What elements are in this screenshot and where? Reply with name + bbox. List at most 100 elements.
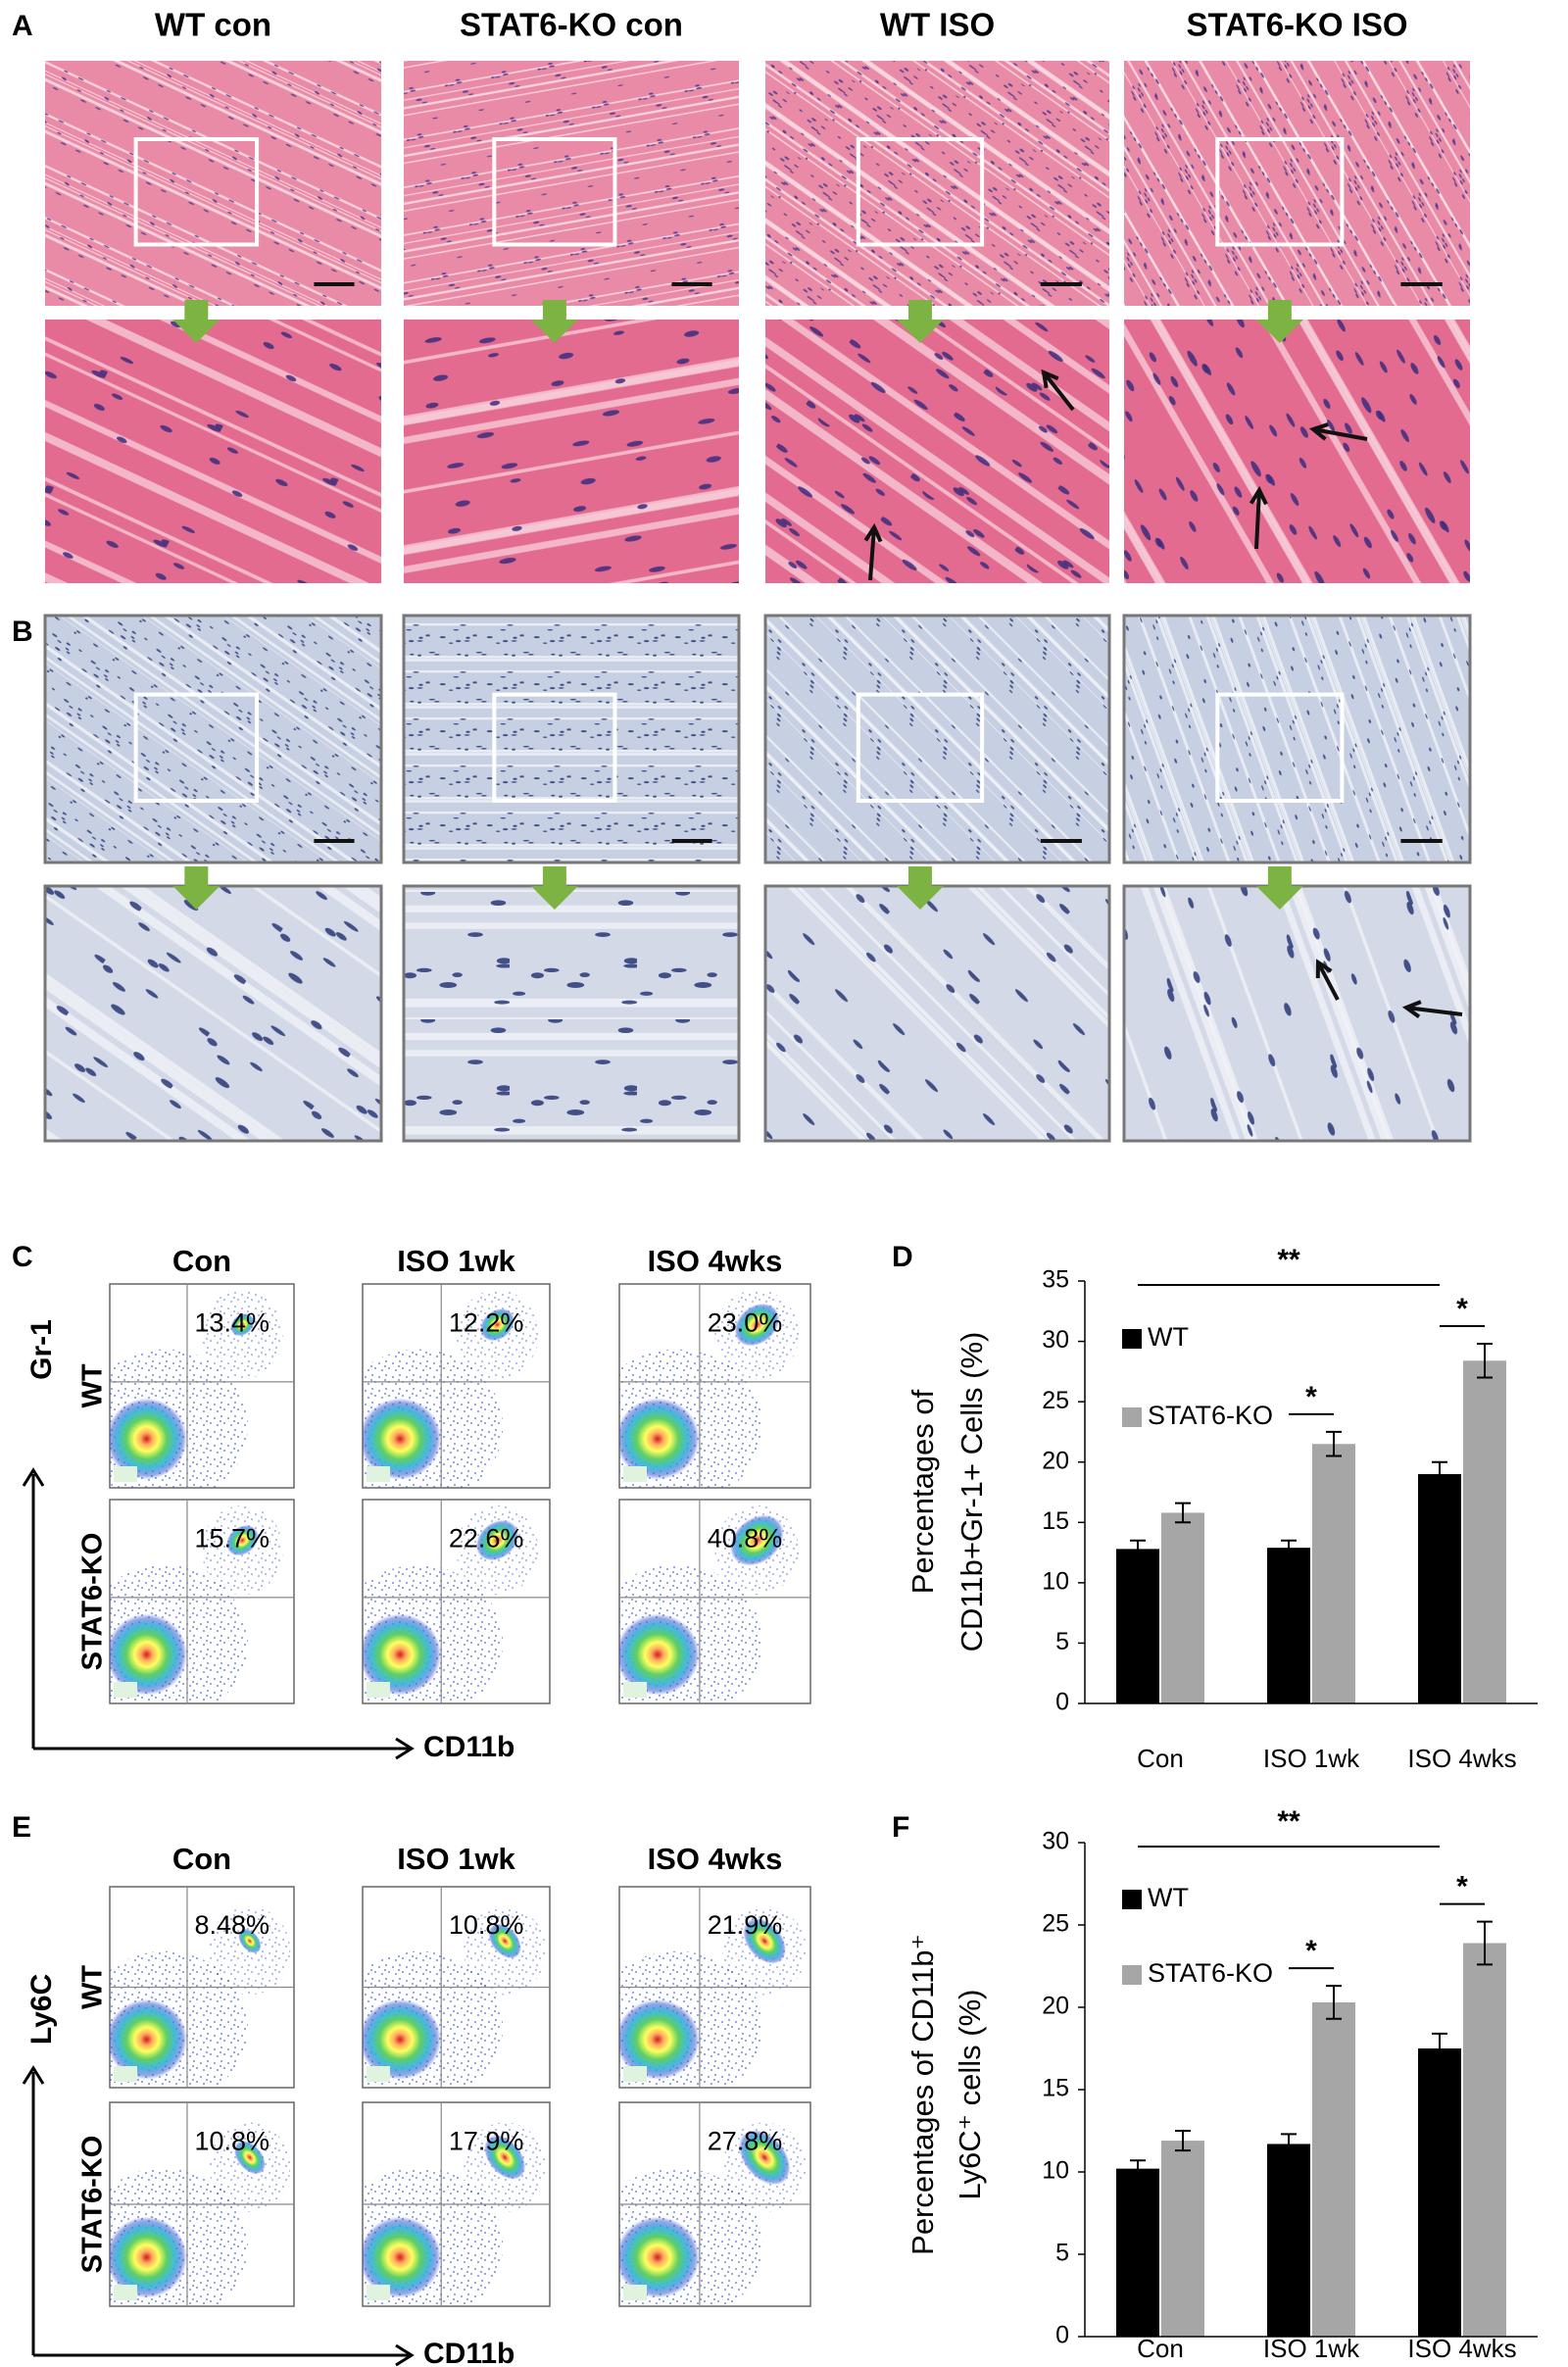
significance-mark: * bbox=[1305, 1935, 1317, 1967]
flow-column-header: Con bbox=[172, 1244, 231, 1278]
error-bar bbox=[1130, 1539, 1146, 1558]
pointer-arrow-head bbox=[1308, 422, 1329, 441]
significance-mark: * bbox=[1305, 1381, 1317, 1413]
panel-label: A bbox=[12, 10, 33, 42]
micrograph bbox=[45, 61, 381, 306]
bar bbox=[1267, 2144, 1310, 2337]
pointer-arrow bbox=[1254, 489, 1261, 550]
column-header: STAT6-KO ISO bbox=[1186, 7, 1407, 43]
micrograph-zoom bbox=[45, 320, 381, 583]
error-bar bbox=[1477, 1920, 1493, 1966]
flow-column-header: ISO 4wks bbox=[648, 1244, 783, 1278]
population-low bbox=[619, 1398, 700, 1480]
gate-tag bbox=[114, 1466, 137, 1482]
gate-tag bbox=[623, 1682, 647, 1698]
y-tick-label: 15 bbox=[1042, 1507, 1069, 1535]
gate-tag bbox=[367, 1682, 390, 1698]
pointer-arrow bbox=[1312, 427, 1368, 441]
x-tick-label: ISO 1wk bbox=[1263, 2334, 1360, 2363]
flow-density bbox=[363, 1504, 539, 1703]
green-arrow bbox=[896, 866, 944, 910]
gate-tag bbox=[114, 2285, 137, 2300]
population-low bbox=[110, 1613, 187, 1696]
population-low bbox=[619, 2216, 700, 2298]
flow-column-header: ISO 1wk bbox=[397, 1842, 515, 1876]
pointer-arrow-head bbox=[1249, 485, 1268, 506]
y-tick-label: 20 bbox=[1042, 1993, 1069, 2020]
zoom-box bbox=[1215, 137, 1345, 247]
axis-arrow-head bbox=[395, 2343, 415, 2367]
pointer-arrow bbox=[1405, 1006, 1463, 1016]
micrograph bbox=[765, 61, 1109, 306]
significance-mark: ** bbox=[1277, 1244, 1300, 1276]
population-high bbox=[226, 1524, 259, 1556]
x-tick-label: ISO 4wks bbox=[1407, 1744, 1516, 1773]
flow-percentage: 8.48% bbox=[194, 1910, 270, 1940]
pointer-arrow-head bbox=[1401, 1000, 1422, 1018]
x-marker: CD11b bbox=[423, 1731, 514, 1763]
micrograph-zoom bbox=[402, 884, 741, 1143]
population-high bbox=[238, 1928, 262, 1953]
x-tick-label: ISO 1wk bbox=[1263, 1744, 1360, 1773]
axis-arrow-head bbox=[22, 2065, 45, 2085]
y-tick-label: 5 bbox=[1055, 1628, 1069, 1655]
zoom-box bbox=[856, 137, 985, 247]
flow-density bbox=[363, 2122, 547, 2306]
y-tick-label: 25 bbox=[1042, 1387, 1069, 1414]
flow-density bbox=[619, 2122, 808, 2306]
pointer-arrow bbox=[1316, 962, 1340, 1001]
error-bar bbox=[1175, 2130, 1191, 2152]
y-tick-label: 0 bbox=[1055, 2322, 1069, 2349]
x-tick-label: Con bbox=[1137, 2334, 1184, 2363]
axis-arrow-head bbox=[22, 1467, 45, 1487]
micrograph-zoom bbox=[1124, 320, 1470, 583]
population-high bbox=[475, 1519, 519, 1561]
error-bar bbox=[1130, 2159, 1146, 2179]
bar bbox=[1463, 1360, 1506, 1703]
y-tick-label: 10 bbox=[1042, 1567, 1069, 1595]
flow-density bbox=[110, 1504, 283, 1703]
green-arrow bbox=[172, 300, 220, 343]
gate-tag bbox=[367, 1466, 390, 1482]
bar bbox=[1463, 1943, 1506, 2337]
x-tick-label: Con bbox=[1137, 1744, 1184, 1773]
population-high bbox=[480, 1308, 514, 1342]
zoom-box bbox=[492, 137, 617, 247]
legend-label: STAT6-KO bbox=[1148, 1958, 1273, 1988]
population-low bbox=[363, 1998, 442, 2080]
legend-swatch bbox=[1122, 1407, 1142, 1427]
gate-tag bbox=[623, 1466, 647, 1482]
bar bbox=[1312, 2001, 1355, 2337]
gate-tag bbox=[623, 2285, 647, 2300]
bar bbox=[1418, 2048, 1461, 2337]
pointer-arrow bbox=[1042, 370, 1075, 412]
gate-tag bbox=[114, 2066, 137, 2082]
y-tick-label: 35 bbox=[1042, 1266, 1069, 1294]
population-low bbox=[363, 2216, 442, 2298]
flow-percentage: 13.4% bbox=[194, 1308, 270, 1338]
flow-percentage: 40.8% bbox=[708, 1524, 783, 1553]
y-tick-label: 25 bbox=[1042, 1910, 1069, 1938]
y-tick-label: 20 bbox=[1042, 1447, 1069, 1474]
zoom-box bbox=[492, 692, 617, 804]
green-arrow bbox=[1255, 300, 1303, 343]
y-tick-label: 5 bbox=[1055, 2240, 1069, 2267]
zoom-box bbox=[133, 692, 260, 804]
flow-row-label: STAT6-KO bbox=[77, 2136, 109, 2274]
error-bar bbox=[1281, 1539, 1297, 1556]
gate-tag bbox=[367, 2285, 390, 2300]
x-tick-label: ISO 4wks bbox=[1407, 2334, 1516, 2363]
bar bbox=[1116, 2168, 1159, 2337]
error-bar bbox=[1432, 1460, 1447, 1488]
green-arrow bbox=[530, 866, 578, 910]
micrograph-zoom bbox=[765, 320, 1109, 583]
flow-percentage: 10.8% bbox=[194, 2127, 270, 2156]
population-low bbox=[110, 1398, 187, 1480]
flow-percentage: 21.9% bbox=[708, 1910, 783, 1940]
panel-label: B bbox=[12, 616, 33, 648]
micrograph-zoom bbox=[404, 320, 739, 583]
y-marker: Gr-1 bbox=[25, 1319, 58, 1380]
flow-percentage: 27.8% bbox=[708, 2127, 783, 2156]
legend-swatch bbox=[1122, 1890, 1142, 1909]
flow-percentage: 15.7% bbox=[194, 1524, 270, 1553]
